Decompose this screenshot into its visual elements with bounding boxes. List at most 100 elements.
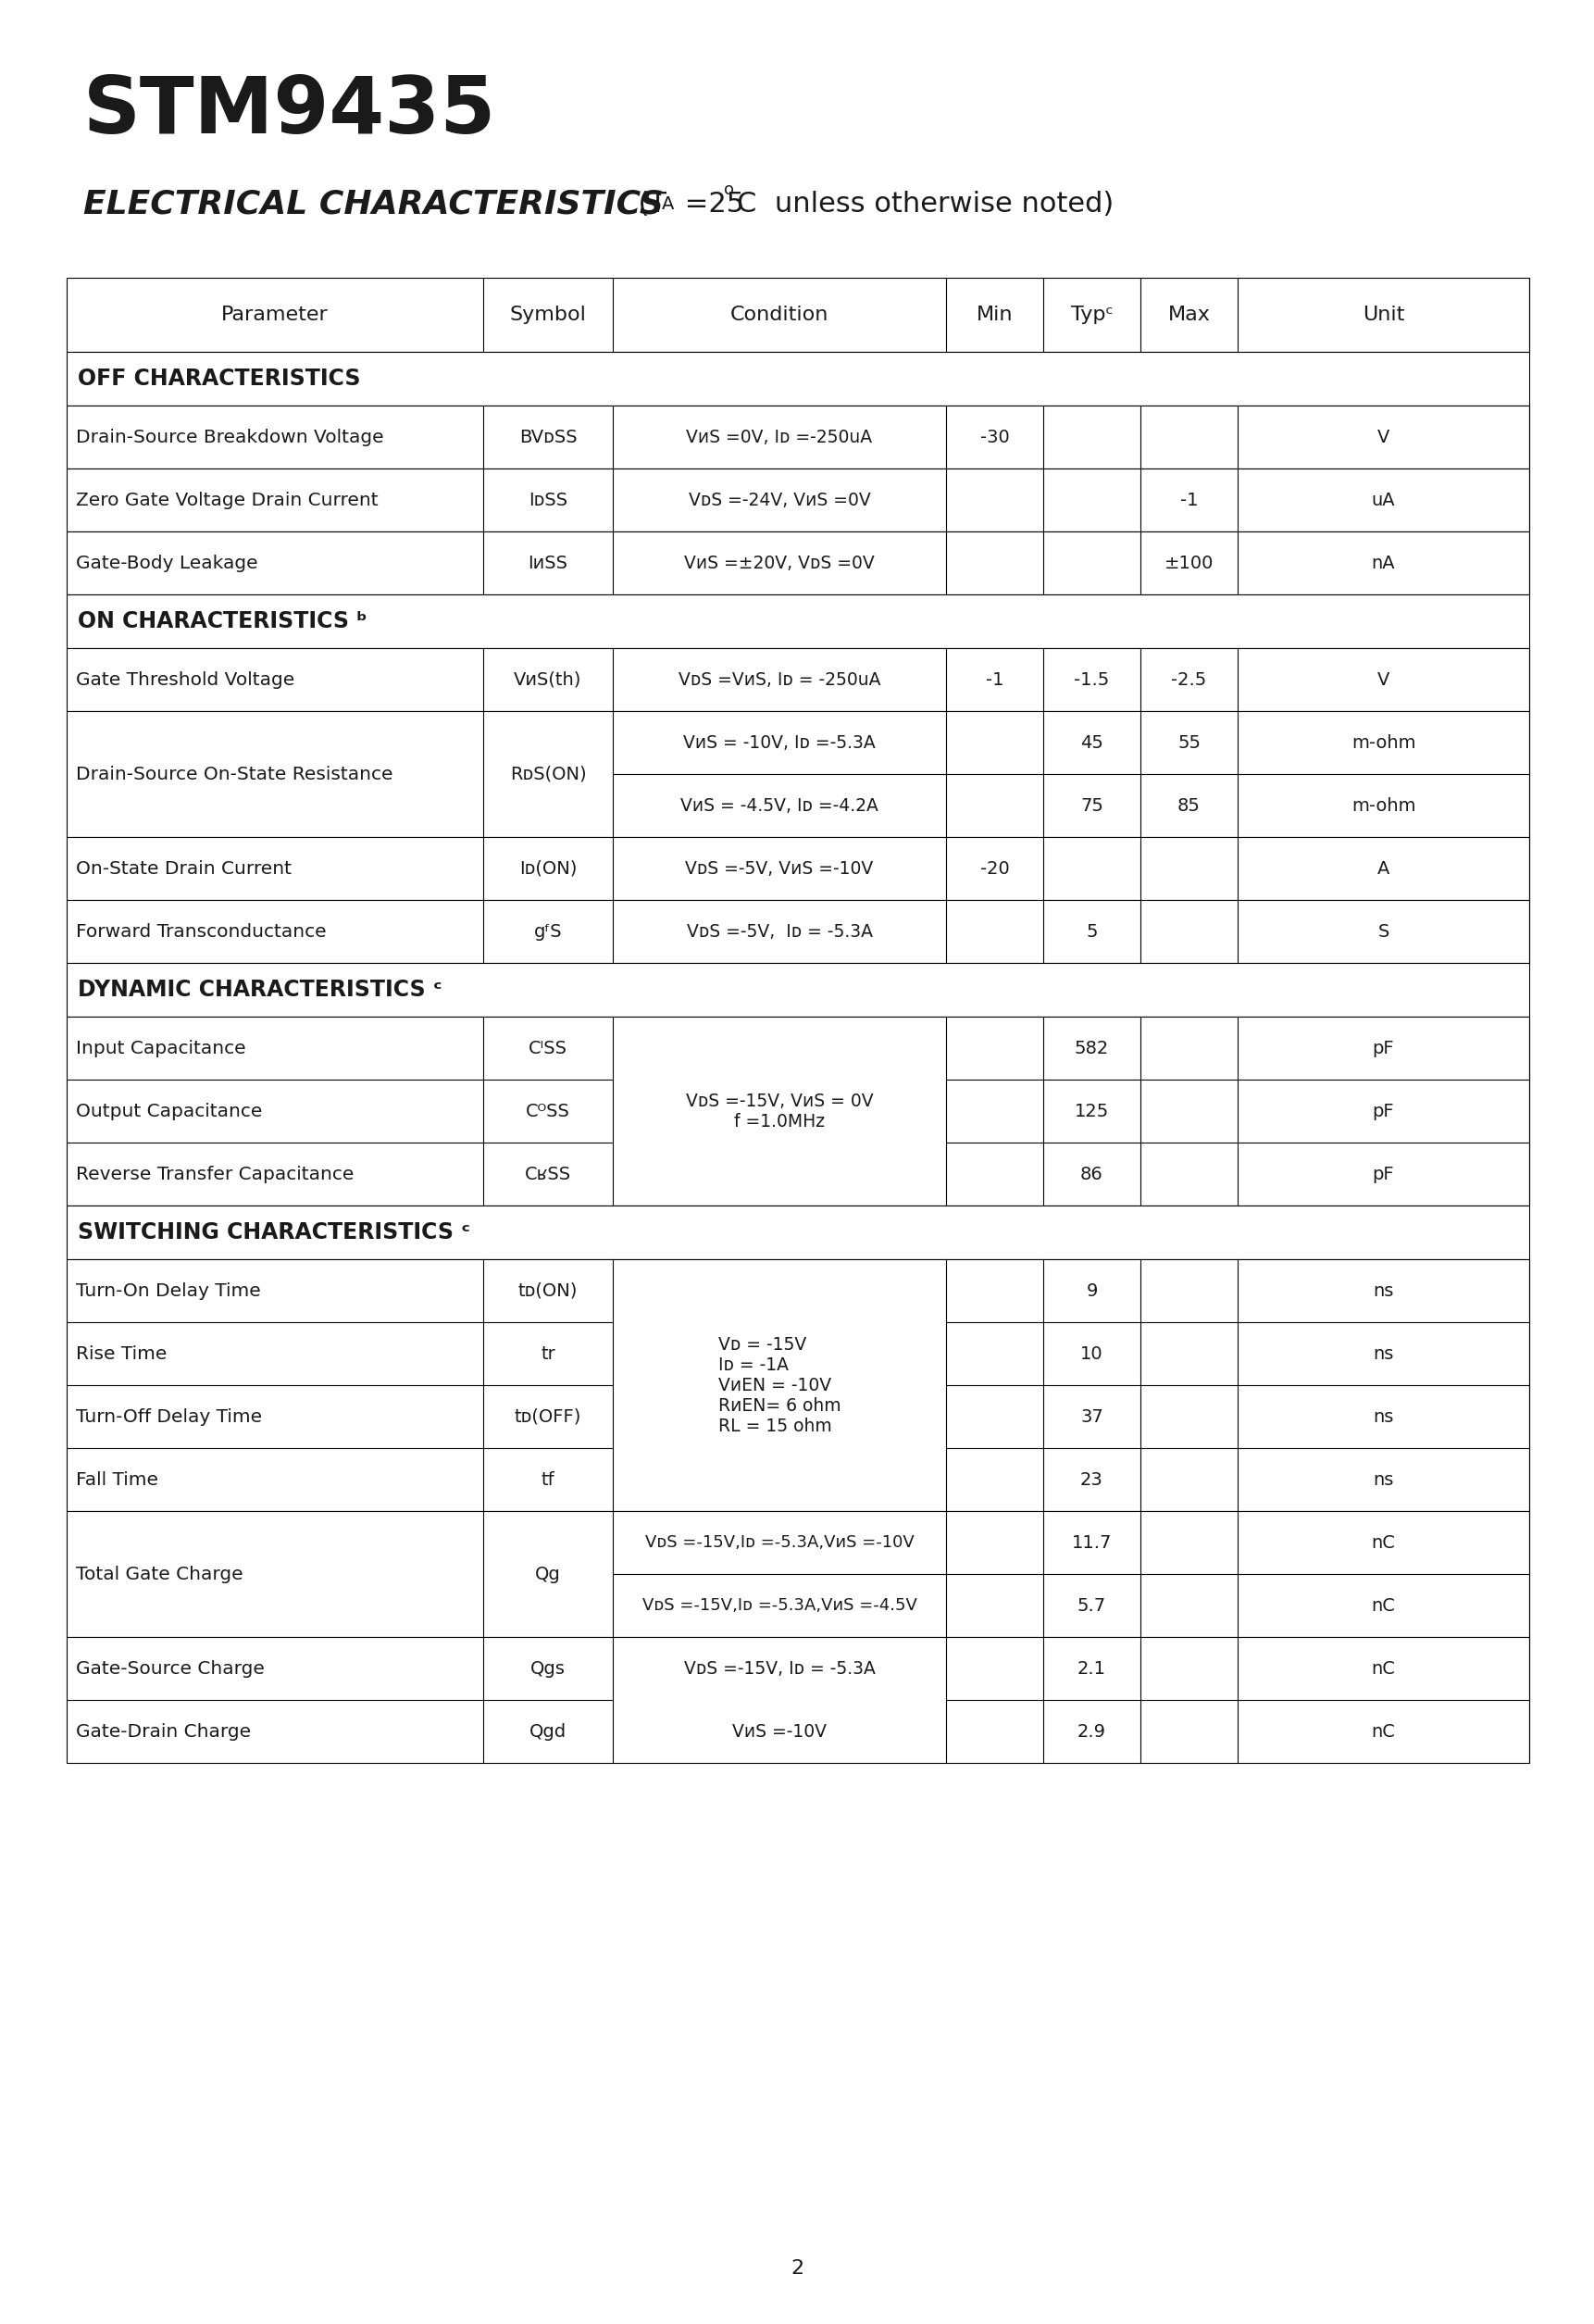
Text: VᴎS(th): VᴎS(th) bbox=[513, 672, 582, 688]
Text: DYNAMIC CHARACTERISTICS ᶜ: DYNAMIC CHARACTERISTICS ᶜ bbox=[78, 978, 442, 1002]
Text: BVᴅSS: BVᴅSS bbox=[520, 428, 577, 446]
Text: Unit: Unit bbox=[1363, 304, 1404, 323]
Text: OFF CHARACTERISTICS: OFF CHARACTERISTICS bbox=[78, 367, 360, 390]
Text: VᴎS =-10V: VᴎS =-10V bbox=[732, 1722, 827, 1741]
Text: (T: (T bbox=[620, 191, 666, 216]
Text: -2.5: -2.5 bbox=[1172, 672, 1207, 688]
Text: VᴅS =-15V,Iᴅ =-5.3A,VᴎS =-4.5V: VᴅS =-15V,Iᴅ =-5.3A,VᴎS =-4.5V bbox=[642, 1597, 917, 1613]
Text: 86: 86 bbox=[1081, 1164, 1103, 1183]
Text: Forward Transconductance: Forward Transconductance bbox=[77, 923, 327, 941]
Text: Parameter: Parameter bbox=[222, 304, 328, 323]
Text: ±100: ±100 bbox=[1164, 553, 1213, 572]
Text: A: A bbox=[662, 195, 674, 211]
Text: Zero Gate Voltage Drain Current: Zero Gate Voltage Drain Current bbox=[77, 490, 378, 509]
Text: tᴅ(OFF): tᴅ(OFF) bbox=[515, 1408, 582, 1425]
Text: nC: nC bbox=[1371, 1659, 1395, 1678]
Text: STM9435: STM9435 bbox=[83, 72, 496, 149]
Text: -1.5: -1.5 bbox=[1074, 672, 1109, 688]
Text: nC: nC bbox=[1371, 1597, 1395, 1615]
Text: 125: 125 bbox=[1074, 1102, 1109, 1120]
Text: VᴎS = -4.5V, Iᴅ =-4.2A: VᴎS = -4.5V, Iᴅ =-4.2A bbox=[681, 797, 878, 813]
Text: nA: nA bbox=[1371, 553, 1395, 572]
Text: nC: nC bbox=[1371, 1722, 1395, 1741]
Text: tᴅ(ON): tᴅ(ON) bbox=[518, 1283, 577, 1299]
Text: ns: ns bbox=[1372, 1283, 1393, 1299]
Text: =25: =25 bbox=[676, 191, 744, 216]
Text: VᴅS =-15V,Iᴅ =-5.3A,VᴎS =-10V: VᴅS =-15V,Iᴅ =-5.3A,VᴎS =-10V bbox=[646, 1534, 913, 1550]
Bar bbox=[67, 711, 1529, 837]
Text: IᴅSS: IᴅSS bbox=[529, 490, 567, 509]
Text: 55: 55 bbox=[1178, 734, 1200, 751]
Text: 10: 10 bbox=[1081, 1346, 1103, 1362]
Text: nC: nC bbox=[1371, 1534, 1395, 1552]
Text: m-ohm: m-ohm bbox=[1352, 734, 1415, 751]
Bar bbox=[67, 279, 1529, 351]
Text: uA: uA bbox=[1371, 490, 1395, 509]
Text: S: S bbox=[1377, 923, 1388, 941]
Text: VᴅS =-15V, VᴎS = 0V
f =1.0MHz: VᴅS =-15V, VᴎS = 0V f =1.0MHz bbox=[685, 1092, 874, 1129]
Text: 2.9: 2.9 bbox=[1078, 1722, 1106, 1741]
Bar bbox=[67, 899, 1529, 962]
Text: 11.7: 11.7 bbox=[1071, 1534, 1113, 1552]
Text: VᴅS =-5V, VᴎS =-10V: VᴅS =-5V, VᴎS =-10V bbox=[685, 860, 874, 876]
Bar bbox=[67, 837, 1529, 899]
Text: Drain-Source Breakdown Voltage: Drain-Source Breakdown Voltage bbox=[77, 428, 384, 446]
Bar bbox=[67, 595, 1529, 648]
Bar bbox=[67, 1260, 1529, 1511]
Text: Total Gate Charge: Total Gate Charge bbox=[77, 1566, 244, 1583]
Text: Qgd: Qgd bbox=[529, 1722, 566, 1741]
Bar bbox=[67, 1511, 1529, 1636]
Text: CᴼSS: CᴼSS bbox=[526, 1102, 571, 1120]
Bar bbox=[67, 1636, 1529, 1764]
Text: 23: 23 bbox=[1081, 1471, 1103, 1487]
Text: -1: -1 bbox=[1180, 490, 1199, 509]
Text: IᴎSS: IᴎSS bbox=[528, 553, 567, 572]
Text: Typᶜ: Typᶜ bbox=[1071, 304, 1113, 323]
Text: ns: ns bbox=[1372, 1471, 1393, 1487]
Text: Output Capacitance: Output Capacitance bbox=[77, 1102, 263, 1120]
Text: pF: pF bbox=[1372, 1164, 1395, 1183]
Text: Gate Threshold Voltage: Gate Threshold Voltage bbox=[77, 672, 295, 688]
Bar bbox=[67, 407, 1529, 469]
Text: 5: 5 bbox=[1086, 923, 1098, 941]
Text: ELECTRICAL CHARACTERISTICS: ELECTRICAL CHARACTERISTICS bbox=[83, 188, 663, 218]
Text: ns: ns bbox=[1372, 1346, 1393, 1362]
Text: m-ohm: m-ohm bbox=[1352, 797, 1415, 813]
Text: Iᴅ(ON): Iᴅ(ON) bbox=[520, 860, 577, 876]
Text: Turn-On Delay Time: Turn-On Delay Time bbox=[77, 1283, 261, 1299]
Text: pF: pF bbox=[1372, 1039, 1395, 1057]
Text: V: V bbox=[1377, 428, 1390, 446]
Text: CᴵSS: CᴵSS bbox=[529, 1039, 567, 1057]
Text: Fall Time: Fall Time bbox=[77, 1471, 158, 1487]
Text: Gate-Source Charge: Gate-Source Charge bbox=[77, 1659, 265, 1678]
Text: tr: tr bbox=[540, 1346, 555, 1362]
Text: On-State Drain Current: On-State Drain Current bbox=[77, 860, 292, 876]
Text: A: A bbox=[1377, 860, 1390, 876]
Text: Input Capacitance: Input Capacitance bbox=[77, 1039, 245, 1057]
Text: VᴅS =-15V, Iᴅ = -5.3A: VᴅS =-15V, Iᴅ = -5.3A bbox=[684, 1659, 875, 1678]
Text: Gate-Body Leakage: Gate-Body Leakage bbox=[77, 553, 258, 572]
Text: Symbol: Symbol bbox=[510, 304, 587, 323]
Bar bbox=[67, 648, 1529, 711]
Bar bbox=[67, 1016, 1529, 1206]
Text: VᴎS = -10V, Iᴅ =-5.3A: VᴎS = -10V, Iᴅ =-5.3A bbox=[684, 734, 875, 751]
Text: Gate-Drain Charge: Gate-Drain Charge bbox=[77, 1722, 250, 1741]
Text: -30: -30 bbox=[980, 428, 1009, 446]
Bar bbox=[67, 1206, 1529, 1260]
Text: VᴅS =VᴎS, Iᴅ = -250uA: VᴅS =VᴎS, Iᴅ = -250uA bbox=[679, 672, 880, 688]
Text: Qgs: Qgs bbox=[531, 1659, 566, 1678]
Text: 75: 75 bbox=[1081, 797, 1103, 813]
Text: ON CHARACTERISTICS ᵇ: ON CHARACTERISTICS ᵇ bbox=[78, 611, 367, 632]
Text: C  unless otherwise noted): C unless otherwise noted) bbox=[736, 191, 1114, 216]
Text: VᴅS =-24V, VᴎS =0V: VᴅS =-24V, VᴎS =0V bbox=[689, 490, 870, 509]
Text: ns: ns bbox=[1372, 1408, 1393, 1425]
Text: -20: -20 bbox=[980, 860, 1009, 876]
Text: 5.7: 5.7 bbox=[1078, 1597, 1106, 1615]
Text: 45: 45 bbox=[1081, 734, 1103, 751]
Text: Reverse Transfer Capacitance: Reverse Transfer Capacitance bbox=[77, 1164, 354, 1183]
Text: 582: 582 bbox=[1074, 1039, 1109, 1057]
Text: Drain-Source On-State Resistance: Drain-Source On-State Resistance bbox=[77, 765, 394, 783]
Text: 9: 9 bbox=[1086, 1283, 1098, 1299]
Text: VᴎS =±20V, VᴅS =0V: VᴎS =±20V, VᴅS =0V bbox=[684, 553, 875, 572]
Text: pF: pF bbox=[1372, 1102, 1395, 1120]
